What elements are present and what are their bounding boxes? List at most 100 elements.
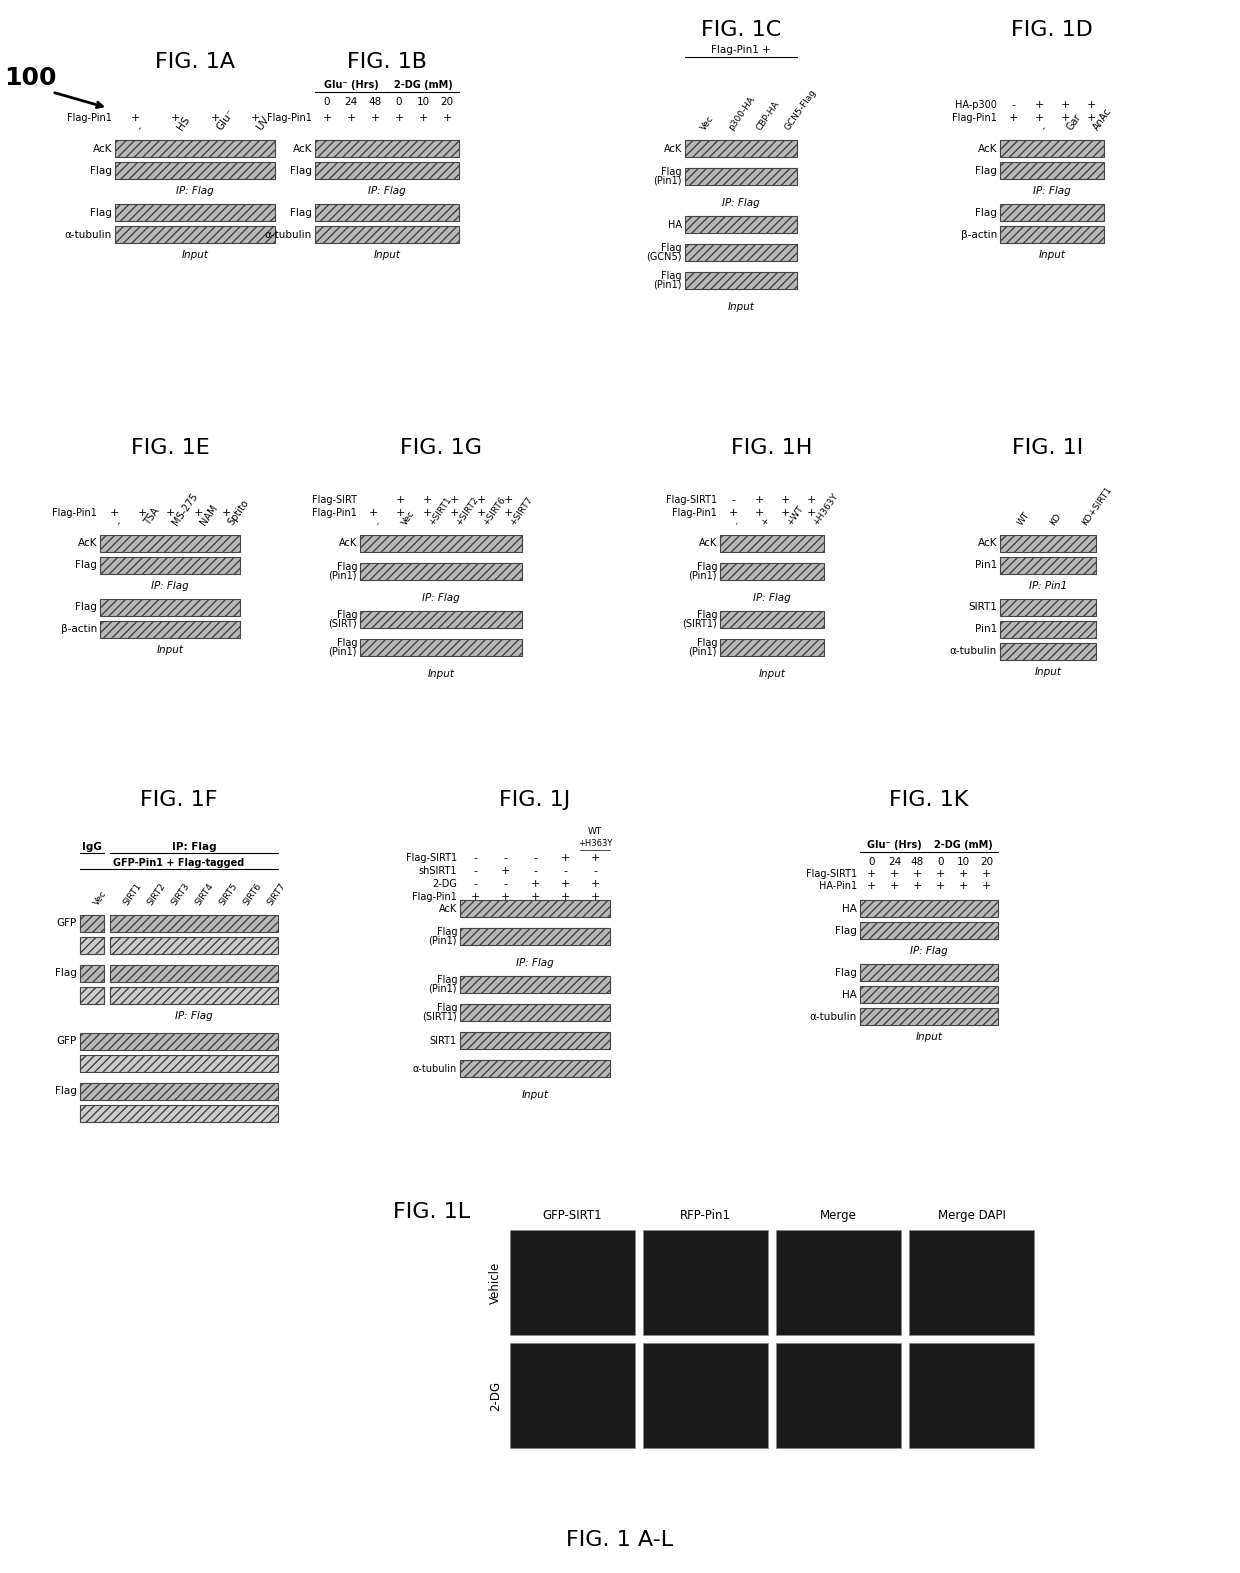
FancyBboxPatch shape: [81, 915, 104, 931]
Text: 2-DG: 2-DG: [489, 1381, 502, 1411]
Text: GFP-SIRT1: GFP-SIRT1: [543, 1210, 603, 1222]
Text: +: +: [165, 508, 175, 518]
Text: +: +: [590, 853, 600, 864]
FancyBboxPatch shape: [861, 900, 998, 917]
Text: Flag
(Pin1): Flag (Pin1): [653, 167, 682, 186]
Circle shape: [658, 1249, 714, 1306]
Text: FIG. 1F: FIG. 1F: [140, 790, 218, 810]
Text: +: +: [138, 508, 146, 518]
Text: GCN5-Flag: GCN5-Flag: [782, 88, 818, 132]
Circle shape: [936, 1260, 970, 1295]
Text: Flag: Flag: [290, 208, 312, 217]
Text: Flag: Flag: [76, 602, 97, 612]
Text: Glu⁻ (Hrs): Glu⁻ (Hrs): [324, 80, 378, 90]
Text: +: +: [109, 508, 119, 518]
Circle shape: [992, 1380, 998, 1386]
Circle shape: [807, 1386, 815, 1394]
FancyBboxPatch shape: [460, 928, 610, 945]
Text: Flag-Pin1: Flag-Pin1: [312, 508, 357, 518]
Text: Flag
(Pin1): Flag (Pin1): [688, 639, 717, 658]
Circle shape: [822, 1268, 830, 1276]
Text: Flag
(SIRT): Flag (SIRT): [329, 610, 357, 629]
FancyBboxPatch shape: [999, 557, 1096, 574]
Circle shape: [722, 1384, 727, 1391]
Text: +: +: [913, 881, 923, 890]
Circle shape: [968, 1365, 1012, 1409]
Text: FIG. 1I: FIG. 1I: [1012, 437, 1084, 458]
FancyBboxPatch shape: [315, 227, 459, 242]
Text: HA: HA: [668, 220, 682, 230]
Text: SIRT6: SIRT6: [242, 881, 264, 908]
Text: HA: HA: [842, 989, 857, 999]
FancyBboxPatch shape: [999, 227, 1104, 242]
FancyBboxPatch shape: [315, 204, 459, 220]
FancyBboxPatch shape: [909, 1230, 1034, 1335]
Text: GFP: GFP: [57, 919, 77, 928]
Text: β-actin: β-actin: [961, 230, 997, 239]
Circle shape: [724, 1389, 730, 1395]
FancyBboxPatch shape: [861, 986, 998, 1004]
Circle shape: [804, 1394, 811, 1402]
Text: Input: Input: [181, 250, 208, 260]
Text: +: +: [754, 508, 764, 518]
Text: IP: Flag: IP: Flag: [171, 842, 216, 853]
Circle shape: [687, 1279, 693, 1285]
Text: Flag
(Pin1): Flag (Pin1): [329, 562, 357, 580]
Text: +: +: [936, 868, 945, 879]
Text: Glu⁻: Glu⁻: [215, 107, 237, 132]
FancyBboxPatch shape: [315, 140, 459, 157]
Text: +: +: [531, 892, 539, 901]
Circle shape: [859, 1376, 867, 1386]
Circle shape: [947, 1282, 952, 1287]
Text: +: +: [470, 892, 480, 901]
Text: Flag-Pin1: Flag-Pin1: [67, 113, 112, 123]
Text: 0: 0: [868, 857, 874, 867]
Text: Flag
(Pin1): Flag (Pin1): [329, 639, 357, 658]
FancyBboxPatch shape: [720, 639, 825, 656]
Text: AcK: AcK: [77, 538, 97, 549]
Text: Gar: Gar: [1065, 112, 1084, 132]
Circle shape: [836, 1365, 879, 1409]
FancyBboxPatch shape: [510, 1343, 635, 1449]
Circle shape: [678, 1392, 684, 1398]
Text: +: +: [867, 868, 877, 879]
Circle shape: [987, 1384, 993, 1391]
Text: Vehicle: Vehicle: [489, 1262, 502, 1304]
FancyBboxPatch shape: [999, 643, 1096, 661]
Text: Input: Input: [373, 250, 401, 260]
Text: KO+SIRT1: KO+SIRT1: [1080, 484, 1114, 527]
FancyBboxPatch shape: [460, 900, 610, 917]
FancyBboxPatch shape: [115, 227, 275, 242]
Text: +: +: [590, 892, 600, 901]
FancyBboxPatch shape: [999, 140, 1104, 157]
Text: SIRT1: SIRT1: [122, 881, 144, 908]
Text: +: +: [936, 881, 945, 890]
Text: α-tubulin: α-tubulin: [64, 230, 112, 239]
Text: 2-DG (mM): 2-DG (mM): [393, 80, 453, 90]
Text: +SIRT7: +SIRT7: [508, 495, 534, 527]
Text: +WT: +WT: [785, 503, 805, 527]
Text: +: +: [371, 113, 379, 123]
Text: Flag-Pin1: Flag-Pin1: [52, 508, 97, 518]
Text: IP: Flag: IP: Flag: [368, 186, 405, 197]
Circle shape: [702, 1365, 746, 1409]
FancyBboxPatch shape: [720, 535, 825, 552]
Text: +: +: [396, 495, 405, 505]
Text: FIG. 1G: FIG. 1G: [401, 437, 482, 458]
Text: Flag
(Pin1): Flag (Pin1): [688, 562, 717, 580]
Text: +: +: [250, 113, 259, 123]
Text: shSIRT1: shSIRT1: [419, 867, 458, 876]
Text: UV: UV: [255, 115, 272, 132]
Text: +: +: [322, 113, 331, 123]
Circle shape: [813, 1380, 821, 1389]
Text: Flag
(GCN5): Flag (GCN5): [646, 244, 682, 261]
Text: Flag: Flag: [975, 208, 997, 217]
Text: SIRT4: SIRT4: [193, 881, 216, 908]
Text: RFP-Pin1: RFP-Pin1: [680, 1210, 732, 1222]
Text: SIRT7: SIRT7: [267, 881, 288, 908]
Text: +: +: [221, 508, 231, 518]
FancyBboxPatch shape: [460, 1060, 610, 1078]
Text: Flag: Flag: [55, 969, 77, 978]
Text: Flag
(Pin1): Flag (Pin1): [429, 975, 458, 994]
Text: AnAc: AnAc: [1091, 105, 1114, 132]
